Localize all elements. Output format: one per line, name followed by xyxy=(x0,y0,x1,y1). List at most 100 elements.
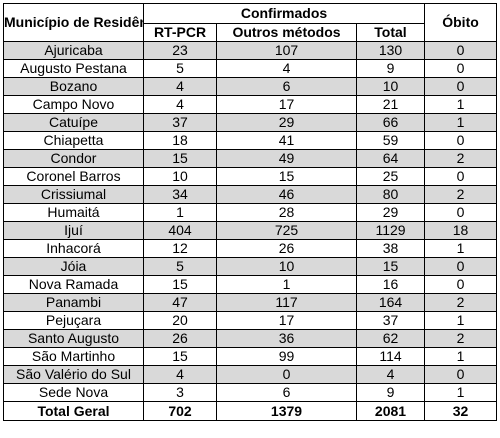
cell-obito: 18 xyxy=(424,221,498,240)
cell-total: 64 xyxy=(355,149,426,168)
table-row: Ajuricaba 23 107 130 0 xyxy=(3,41,498,60)
cell-municipio: Augusto Pestana xyxy=(3,59,144,78)
cell-municipio: Bozano xyxy=(3,77,144,96)
cell-rt-pcr: 34 xyxy=(143,185,217,204)
cell-outros: 41 xyxy=(216,131,357,150)
cell-total: 62 xyxy=(355,329,426,348)
cell-rt-pcr: 4 xyxy=(143,95,217,114)
cell-obito: 0 xyxy=(424,167,498,186)
covid-cases-table: Município de Residência Confirmados Óbit… xyxy=(3,3,498,421)
cell-outros: 1 xyxy=(216,275,357,294)
cell-total: 10 xyxy=(355,77,426,96)
cell-rt-pcr: 5 xyxy=(143,59,217,78)
cell-municipio: Coronel Barros xyxy=(3,167,144,186)
cell-rt-pcr: 47 xyxy=(143,293,217,312)
cell-obito: 1 xyxy=(424,239,498,258)
cell-rt-pcr: 4 xyxy=(143,77,217,96)
cell-rt-pcr: 12 xyxy=(143,239,217,258)
cell-outros: 17 xyxy=(216,95,357,114)
cell-outros: 6 xyxy=(216,77,357,96)
cell-obito: 0 xyxy=(424,41,498,60)
cell-rt-pcr: 5 xyxy=(143,257,217,276)
table-row: Santo Augusto 26 36 62 2 xyxy=(3,329,498,348)
cell-total: 21 xyxy=(355,95,426,114)
table-row: Humaitá 1 28 29 0 xyxy=(3,203,498,222)
cell-municipio: São Valério do Sul xyxy=(3,365,144,384)
cell-outros: 26 xyxy=(216,239,357,258)
table-row: Jóia 5 10 15 0 xyxy=(3,257,498,276)
cell-obito: 0 xyxy=(424,59,498,78)
table-row: Sede Nova 3 6 9 1 xyxy=(3,383,498,402)
cell-total: 114 xyxy=(355,347,426,366)
table-row: Chiapetta 18 41 59 0 xyxy=(3,131,498,150)
cell-outros: 46 xyxy=(216,185,357,204)
totals-row: Total Geral 702 1379 2081 32 xyxy=(3,401,498,421)
cell-total: 25 xyxy=(355,167,426,186)
cell-municipio: Catuípe xyxy=(3,113,144,132)
cell-outros: 6 xyxy=(216,383,357,402)
cell-rt-pcr: 15 xyxy=(143,275,217,294)
table-row: Coronel Barros 10 15 25 0 xyxy=(3,167,498,186)
table-row: São Martinho 15 99 114 1 xyxy=(3,347,498,366)
table-row: Inhacorá 12 26 38 1 xyxy=(3,239,498,258)
totals-label: Total Geral xyxy=(3,401,144,421)
cell-obito: 0 xyxy=(424,77,498,96)
table-body: Ajuricaba 23 107 130 0 Augusto Pestana 5 4 9 0 Boz… xyxy=(3,41,498,402)
table-row: Pejuçara 20 17 37 1 xyxy=(3,311,498,330)
cell-total: 9 xyxy=(355,383,426,402)
cell-outros: 10 xyxy=(216,257,357,276)
cell-total: 16 xyxy=(355,275,426,294)
cell-obito: 2 xyxy=(424,185,498,204)
cell-outros: 117 xyxy=(216,293,357,312)
cell-rt-pcr: 404 xyxy=(143,221,217,240)
cell-municipio: Crissiumal xyxy=(3,185,144,204)
cell-obito: 1 xyxy=(424,95,498,114)
header-confirmados: Confirmados xyxy=(142,3,426,24)
cell-obito: 0 xyxy=(424,257,498,276)
table-row: Crissiumal 34 46 80 2 xyxy=(3,185,498,204)
header-rt-pcr: RT-PCR xyxy=(143,23,217,42)
cell-outros: 49 xyxy=(216,149,357,168)
cell-outros: 107 xyxy=(216,41,357,60)
cell-municipio: Sede Nova xyxy=(3,383,144,402)
cell-outros: 15 xyxy=(216,167,357,186)
cell-rt-pcr: 26 xyxy=(143,329,217,348)
header-obito: Óbito xyxy=(424,3,498,42)
cell-outros: 36 xyxy=(216,329,357,348)
cell-obito: 0 xyxy=(424,275,498,294)
cell-outros: 4 xyxy=(216,59,357,78)
table-row: Campo Novo 4 17 21 1 xyxy=(3,95,498,114)
cell-outros: 29 xyxy=(216,113,357,132)
cell-rt-pcr: 18 xyxy=(143,131,217,150)
header-outros-metodos: Outros métodos xyxy=(216,23,357,42)
cell-total: 1129 xyxy=(355,221,426,240)
cell-municipio: Jóia xyxy=(3,257,144,276)
cell-obito: 1 xyxy=(424,383,498,402)
cell-obito: 0 xyxy=(424,131,498,150)
cell-rt-pcr: 3 xyxy=(143,383,217,402)
table-row: Condor 15 49 64 2 xyxy=(3,149,498,168)
totals-obito: 32 xyxy=(424,401,498,421)
cell-total: 4 xyxy=(355,365,426,384)
table-row: Augusto Pestana 5 4 9 0 xyxy=(3,59,498,78)
cell-municipio: Humaitá xyxy=(3,203,144,222)
cell-obito: 1 xyxy=(424,113,498,132)
header-total: Total xyxy=(355,23,426,42)
cell-outros: 99 xyxy=(216,347,357,366)
table-row: São Valério do Sul 4 0 4 0 xyxy=(3,365,498,384)
cell-municipio: Chiapetta xyxy=(3,131,144,150)
table-row: Ijuí 404 725 1129 18 xyxy=(3,221,498,240)
cell-total: 130 xyxy=(355,41,426,60)
cell-total: 37 xyxy=(355,311,426,330)
cell-municipio: Nova Ramada xyxy=(3,275,144,294)
cell-municipio: Inhacorá xyxy=(3,239,144,258)
cell-total: 66 xyxy=(355,113,426,132)
cell-rt-pcr: 4 xyxy=(143,365,217,384)
cell-outros: 28 xyxy=(216,203,357,222)
table-row: Catuípe 37 29 66 1 xyxy=(3,113,498,132)
cell-total: 164 xyxy=(355,293,426,312)
cell-total: 59 xyxy=(355,131,426,150)
table-row: Bozano 4 6 10 0 xyxy=(3,77,498,96)
cell-total: 15 xyxy=(355,257,426,276)
cell-rt-pcr: 15 xyxy=(143,149,217,168)
